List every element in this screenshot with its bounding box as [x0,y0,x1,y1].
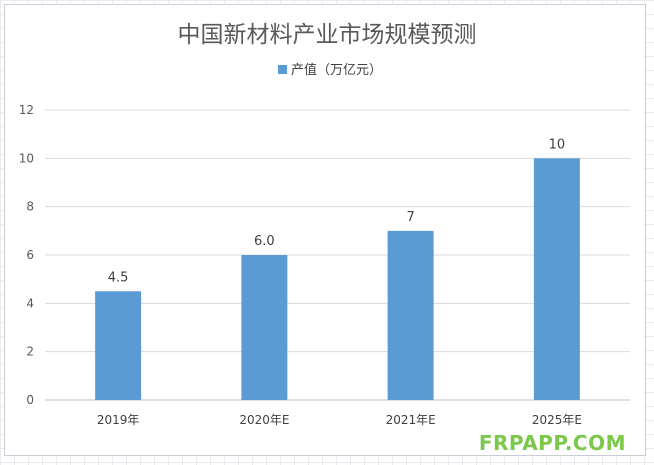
legend-label: 产值（万亿元） [291,62,382,78]
watermark: FRPAPP.COM [478,431,626,455]
bar [241,255,288,400]
x-tick-label: 2021年E [386,413,436,427]
y-tick-label: 8 [26,200,34,214]
legend-swatch [278,65,287,74]
data-label: 4.5 [108,270,129,285]
x-tick-label: 2019年 [97,413,140,427]
y-tick-label: 10 [19,151,34,165]
y-tick-label: 4 [26,296,34,310]
bar [95,291,142,400]
x-tick-label: 2025年E [532,413,582,427]
y-tick-label: 2 [26,345,34,359]
bar [533,158,580,400]
data-label: 7 [406,210,414,225]
y-tick-label: 0 [26,393,34,407]
chart-title: 中国新材料产业市场规模预测 [178,22,477,48]
legend: 产值（万亿元） [278,62,382,78]
y-tick-label: 6 [26,248,34,262]
x-tick-label: 2020年E [239,413,289,427]
bar [387,230,434,400]
data-label: 10 [549,137,566,152]
data-label: 6.0 [254,234,275,249]
y-tick-label: 12 [19,103,34,117]
